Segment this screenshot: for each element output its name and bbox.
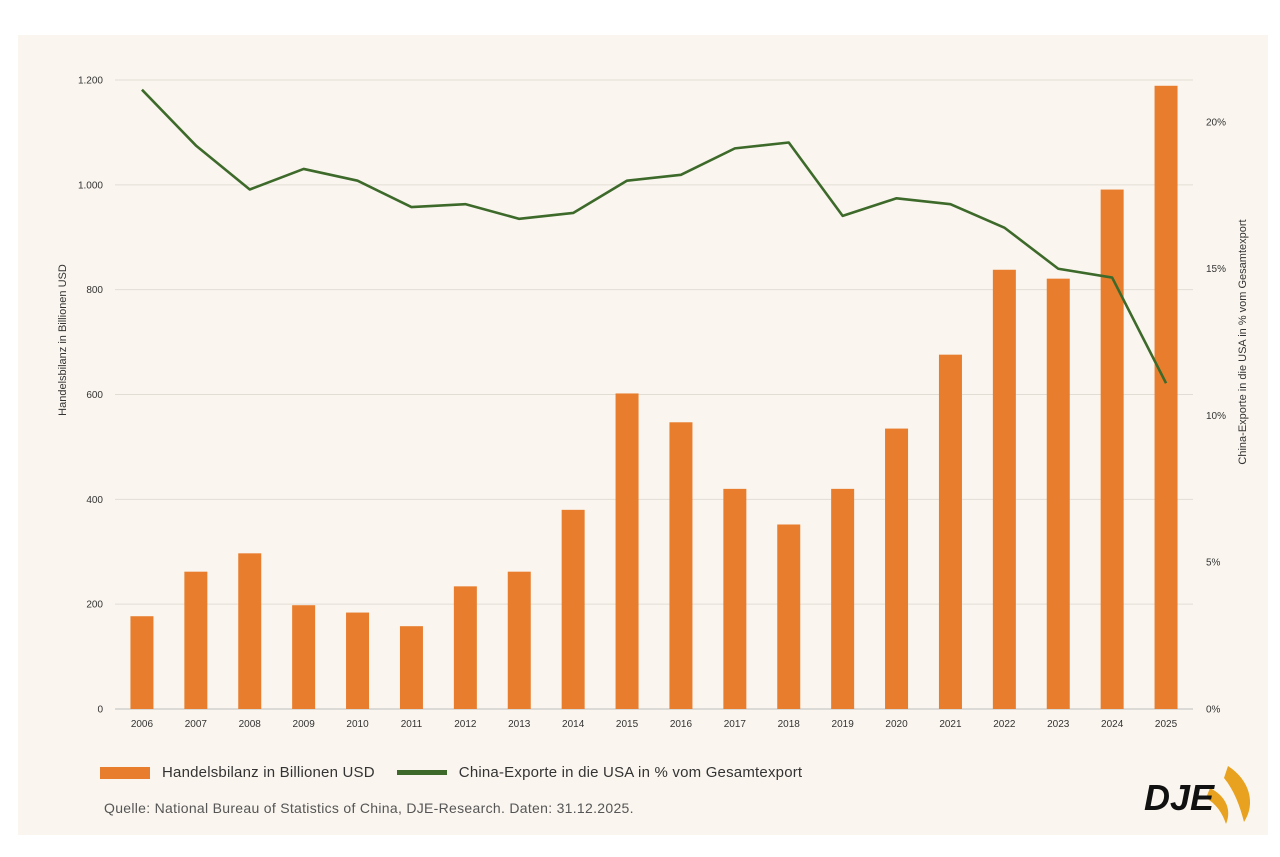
bar-2024 [1100, 189, 1124, 709]
bar-2007 [184, 571, 208, 709]
x-tick-label: 2015 [616, 719, 639, 730]
bar-2008 [238, 553, 262, 709]
x-tick-label: 2014 [562, 719, 585, 730]
right-tick-label: 10% [1206, 411, 1226, 422]
bar-2012 [453, 586, 477, 709]
bar-2023 [1046, 278, 1070, 709]
bar-series [130, 85, 1178, 710]
x-tick-label: 2008 [239, 719, 262, 730]
legend-label-line: China-Exporte in die USA in % vom Gesamt… [458, 764, 803, 781]
x-tick-label: 2023 [1047, 719, 1070, 730]
x-tick-label: 2010 [346, 719, 369, 730]
right-tick-label: 15% [1206, 264, 1226, 275]
x-tick-label: 2025 [1155, 719, 1178, 730]
x-tick-label: 2021 [939, 719, 962, 730]
right-axis-title: China-Exporte in die USA in % vom Gesamt… [1237, 219, 1249, 464]
bar-2016 [669, 422, 693, 709]
dje-logo: DJE [1144, 766, 1251, 824]
line-series [141, 88, 1168, 384]
left-tick-label: 400 [86, 495, 103, 506]
x-tick-label: 2006 [131, 719, 154, 730]
bar-2018 [777, 524, 801, 709]
bar-2017 [723, 488, 747, 709]
left-tick-label: 200 [86, 600, 103, 611]
right-tick-label: 0% [1206, 705, 1221, 716]
x-tick-label: 2009 [293, 719, 316, 730]
bar-2019 [831, 488, 855, 709]
right-tick-label: 5% [1206, 558, 1221, 569]
legend-label-bars: Handelsbilanz in Billionen USD [162, 764, 375, 781]
bar-2011 [399, 626, 423, 709]
legend: Handelsbilanz in Billionen USD China-Exp… [100, 764, 802, 781]
source-note: Quelle: National Bureau of Statistics of… [104, 800, 634, 816]
gridlines [115, 79, 1193, 710]
x-tick-label: 2011 [401, 719, 423, 730]
left-tick-label: 1.000 [78, 180, 103, 191]
bar-2020 [885, 428, 909, 709]
bar-2021 [938, 354, 962, 709]
legend-swatch-line [396, 770, 447, 775]
logo-sail-icon [1224, 766, 1251, 822]
bar-2010 [346, 612, 370, 709]
x-tick-label: 2024 [1101, 719, 1124, 730]
x-tick-label: 2017 [724, 719, 747, 730]
left-axis-ticks: 0 200 400 600 800 1.000 1.200 [78, 76, 103, 716]
x-tick-label: 2018 [778, 719, 801, 730]
bar-2014 [561, 509, 585, 709]
legend-item-line: China-Exporte in die USA in % vom Gesamt… [396, 764, 803, 781]
right-tick-label: 20% [1206, 117, 1226, 128]
x-axis-ticks: 2006 2007 2008 2009 2010 2011 2012 2013 2014 2015… [131, 719, 1178, 730]
bar-2015 [615, 393, 639, 709]
x-tick-label: 2013 [508, 719, 531, 730]
x-tick-label: 2012 [454, 719, 477, 730]
x-tick-label: 2016 [670, 719, 693, 730]
x-tick-label: 2019 [832, 719, 855, 730]
bar-2025 [1154, 85, 1178, 710]
bar-2009 [292, 605, 316, 709]
left-tick-label: 0 [97, 705, 103, 716]
right-axis-ticks: 0% 5% 10% 15% 20% [1206, 117, 1226, 715]
x-tick-label: 2022 [993, 719, 1016, 730]
bar-2022 [992, 269, 1016, 709]
export-share-line [141, 88, 1168, 384]
x-tick-label: 2007 [185, 719, 208, 730]
left-tick-label: 800 [86, 285, 103, 296]
x-tick-label: 2020 [885, 719, 908, 730]
logo-sail-small-icon [1206, 788, 1229, 824]
logo-text: DJE [1144, 777, 1215, 818]
left-tick-label: 1.200 [78, 76, 103, 87]
legend-swatch-bars [100, 766, 150, 779]
legend-item-bars: Handelsbilanz in Billionen USD [100, 764, 375, 781]
left-axis-title: Handelsbilanz in Billionen USD [57, 264, 69, 416]
bar-2006 [130, 616, 154, 709]
bar-2013 [507, 571, 531, 709]
left-tick-label: 600 [86, 390, 103, 401]
